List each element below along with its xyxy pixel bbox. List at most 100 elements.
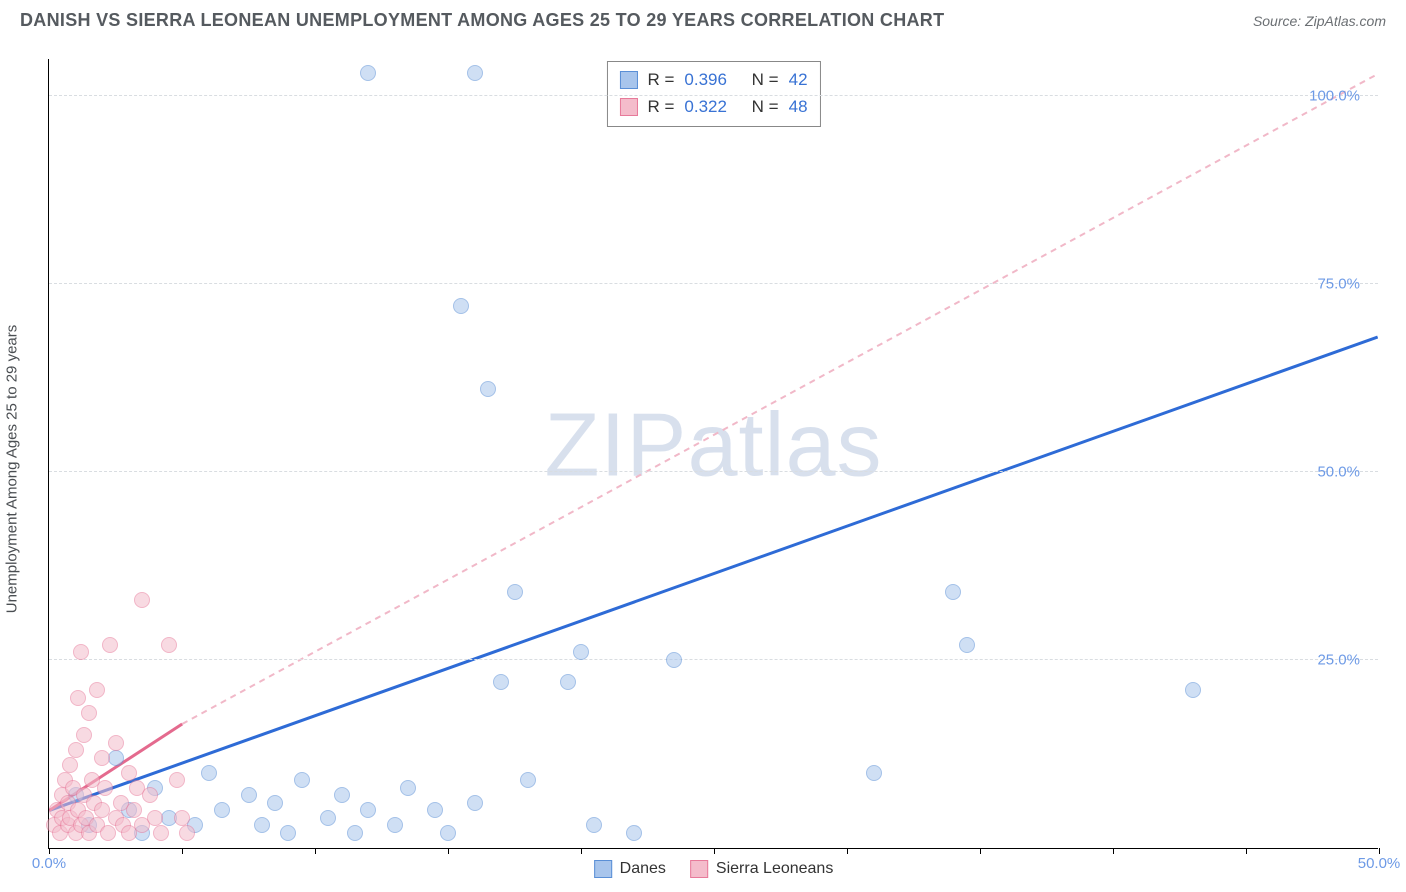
x-tick: [581, 848, 582, 854]
x-tick: [980, 848, 981, 854]
data-point-sierra: [97, 780, 113, 796]
data-point-danes: [453, 298, 469, 314]
x-tick: [315, 848, 316, 854]
data-point-sierra: [161, 637, 177, 653]
gridline: [49, 471, 1378, 472]
swatch-sierra: [619, 98, 637, 116]
data-point-danes: [347, 825, 363, 841]
r-label: R =: [647, 66, 674, 93]
x-tick: [1379, 848, 1380, 854]
data-point-sierra: [134, 592, 150, 608]
data-point-sierra: [76, 727, 92, 743]
n-label: N =: [752, 66, 779, 93]
y-tick-label: 25.0%: [1317, 651, 1370, 668]
data-point-danes: [493, 674, 509, 690]
data-point-sierra: [169, 772, 185, 788]
x-tick: [1246, 848, 1247, 854]
r-value-danes: 0.396: [684, 66, 727, 93]
stats-row-danes: R = 0.396 N = 42: [619, 66, 807, 93]
chart-title: DANISH VS SIERRA LEONEAN UNEMPLOYMENT AM…: [20, 10, 944, 31]
source-name: ZipAtlas.com: [1305, 13, 1386, 29]
data-point-danes: [360, 802, 376, 818]
data-point-danes: [440, 825, 456, 841]
x-tick: [49, 848, 50, 854]
data-point-danes: [267, 795, 283, 811]
legend-label-danes: Danes: [620, 860, 666, 878]
data-point-sierra: [179, 825, 195, 841]
data-point-danes: [254, 817, 270, 833]
n-label: N =: [752, 93, 779, 120]
data-point-sierra: [73, 644, 89, 660]
data-point-danes: [280, 825, 296, 841]
chart-container: Unemployment Among Ages 25 to 29 years Z…: [0, 39, 1406, 887]
data-point-danes: [480, 381, 496, 397]
data-point-danes: [241, 787, 257, 803]
data-point-sierra: [100, 825, 116, 841]
legend-item-danes: Danes: [594, 860, 666, 878]
data-point-sierra: [70, 690, 86, 706]
n-value-danes: 42: [789, 66, 808, 93]
data-point-danes: [560, 674, 576, 690]
x-tick: [448, 848, 449, 854]
legend-label-sierra: Sierra Leoneans: [716, 860, 833, 878]
data-point-danes: [214, 802, 230, 818]
data-point-danes: [387, 817, 403, 833]
source-prefix: Source:: [1253, 13, 1305, 29]
watermark: ZIPatlas: [544, 394, 882, 497]
chart-header: DANISH VS SIERRA LEONEAN UNEMPLOYMENT AM…: [0, 0, 1406, 39]
x-tick-label: 0.0%: [32, 855, 66, 872]
data-point-sierra: [108, 735, 124, 751]
data-point-sierra: [89, 682, 105, 698]
x-tick: [847, 848, 848, 854]
data-point-sierra: [68, 742, 84, 758]
swatch-danes: [594, 860, 612, 878]
data-point-danes: [866, 765, 882, 781]
data-point-danes: [467, 65, 483, 81]
n-value-sierra: 48: [789, 93, 808, 120]
data-point-danes: [520, 772, 536, 788]
data-point-sierra: [126, 802, 142, 818]
y-axis-label: Unemployment Among Ages 25 to 29 years: [4, 325, 21, 614]
x-tick: [1113, 848, 1114, 854]
gridline: [49, 659, 1378, 660]
data-point-danes: [334, 787, 350, 803]
data-point-danes: [507, 584, 523, 600]
trend-lines: [49, 59, 1378, 848]
plot-area: ZIPatlas R = 0.396 N = 42 R = 0.322 N = …: [48, 59, 1378, 849]
data-point-danes: [1185, 682, 1201, 698]
data-point-danes: [467, 795, 483, 811]
y-tick-label: 50.0%: [1317, 463, 1370, 480]
data-point-danes: [360, 65, 376, 81]
gridline: [49, 95, 1378, 96]
gridline: [49, 283, 1378, 284]
data-point-danes: [945, 584, 961, 600]
data-point-danes: [400, 780, 416, 796]
data-point-sierra: [142, 787, 158, 803]
data-point-danes: [586, 817, 602, 833]
data-point-danes: [427, 802, 443, 818]
r-value-sierra: 0.322: [684, 93, 727, 120]
data-point-danes: [959, 637, 975, 653]
data-point-sierra: [174, 810, 190, 826]
data-point-danes: [294, 772, 310, 788]
swatch-danes: [619, 71, 637, 89]
r-label: R =: [647, 93, 674, 120]
data-point-sierra: [62, 757, 78, 773]
source-attribution: Source: ZipAtlas.com: [1253, 13, 1386, 29]
legend-item-sierra: Sierra Leoneans: [690, 860, 833, 878]
data-point-sierra: [102, 637, 118, 653]
data-point-sierra: [121, 765, 137, 781]
data-point-danes: [626, 825, 642, 841]
x-tick-label: 50.0%: [1358, 855, 1401, 872]
data-point-danes: [320, 810, 336, 826]
data-point-sierra: [81, 705, 97, 721]
data-point-danes: [201, 765, 217, 781]
swatch-sierra: [690, 860, 708, 878]
data-point-danes: [573, 644, 589, 660]
x-tick: [182, 848, 183, 854]
data-point-sierra: [147, 810, 163, 826]
data-point-sierra: [153, 825, 169, 841]
data-point-danes: [666, 652, 682, 668]
y-tick-label: 100.0%: [1309, 87, 1370, 104]
series-legend: Danes Sierra Leoneans: [594, 860, 834, 878]
